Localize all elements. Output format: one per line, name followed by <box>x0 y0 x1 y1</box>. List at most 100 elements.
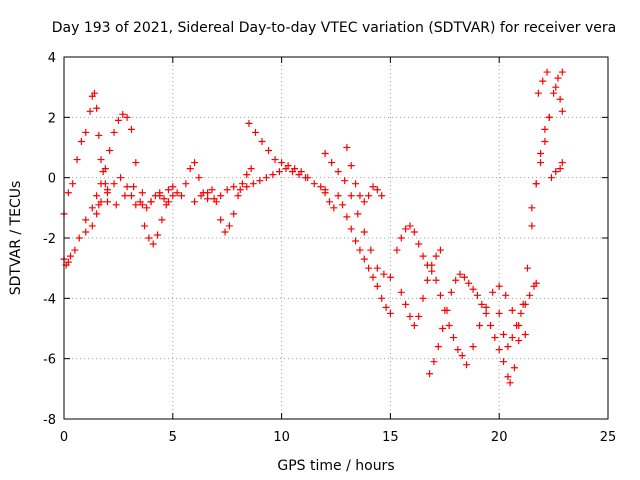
data-point <box>86 107 94 115</box>
data-point <box>147 198 155 206</box>
data-point <box>554 74 562 82</box>
data-point <box>380 270 388 278</box>
data-point <box>360 228 368 236</box>
data-point <box>230 210 238 218</box>
data-point <box>550 89 558 97</box>
data-point <box>419 252 427 260</box>
data-point <box>508 334 516 342</box>
data-point <box>127 125 135 133</box>
data-point <box>247 165 255 173</box>
y-tick-label: -4 <box>43 292 56 307</box>
data-point <box>234 192 242 200</box>
data-point <box>265 147 273 155</box>
data-point <box>97 156 105 164</box>
data-point <box>262 174 270 182</box>
data-point <box>304 174 312 182</box>
data-point <box>415 312 423 320</box>
data-point <box>238 180 246 188</box>
data-point <box>156 189 164 197</box>
data-point <box>434 343 442 351</box>
series-track-f <box>178 159 255 236</box>
data-point <box>334 192 342 200</box>
data-point <box>406 312 414 320</box>
axis-ticks: 0 5 10 15 20 25 -8 -6 -4 -2 0 2 4 <box>43 51 616 445</box>
data-point <box>101 165 109 173</box>
data-point <box>297 168 305 176</box>
data-point <box>325 198 333 206</box>
data-point <box>151 192 159 200</box>
data-point <box>406 222 414 230</box>
series-track-i <box>321 189 394 317</box>
data-point <box>397 288 405 296</box>
data-point <box>106 147 114 155</box>
data-point <box>104 198 112 206</box>
data-point <box>158 216 166 224</box>
x-tick-label: 20 <box>491 430 508 445</box>
data-point <box>428 261 436 269</box>
series-track-j <box>321 150 394 281</box>
data-point <box>473 291 481 299</box>
data-point <box>534 89 542 97</box>
data-point <box>558 107 566 115</box>
data-point <box>432 252 440 260</box>
data-point <box>317 183 325 191</box>
data-markers <box>60 68 566 387</box>
data-point <box>558 68 566 76</box>
data-point <box>537 150 545 158</box>
data-point <box>541 125 549 133</box>
data-point <box>334 168 342 176</box>
data-point <box>258 137 266 145</box>
data-point <box>117 174 125 182</box>
data-point <box>378 192 386 200</box>
data-point <box>454 346 462 354</box>
data-point <box>360 255 368 263</box>
data-point <box>506 379 514 387</box>
series-track-p <box>495 279 540 351</box>
data-point <box>519 300 527 308</box>
data-point <box>223 186 231 194</box>
data-point <box>367 246 375 254</box>
x-tick-label: 10 <box>273 430 290 445</box>
y-tick-label: -2 <box>43 232 56 247</box>
data-point <box>356 192 364 200</box>
data-point <box>132 159 140 167</box>
series-track-k <box>343 144 386 206</box>
data-point <box>552 83 560 91</box>
data-point <box>495 309 503 317</box>
data-point <box>121 192 129 200</box>
data-point <box>82 216 90 224</box>
data-point <box>352 180 360 188</box>
data-point <box>138 189 146 197</box>
data-point <box>343 144 351 151</box>
x-tick-label: 25 <box>600 430 617 445</box>
data-point <box>397 234 405 242</box>
data-point <box>486 321 494 329</box>
data-point <box>127 192 135 200</box>
data-point <box>478 300 486 308</box>
data-point <box>191 198 199 206</box>
y-tick-label: 4 <box>48 51 56 66</box>
data-point <box>269 171 277 179</box>
data-point <box>491 334 499 342</box>
data-point <box>556 165 564 173</box>
data-point <box>504 373 512 381</box>
series-track-e <box>138 189 181 212</box>
data-point <box>243 171 251 179</box>
data-point <box>204 195 212 203</box>
series-track-n <box>426 270 512 381</box>
data-point <box>143 204 151 212</box>
data-point <box>373 264 381 272</box>
data-point <box>439 325 447 332</box>
data-point <box>552 168 560 176</box>
data-point <box>339 201 347 209</box>
data-point <box>110 180 118 188</box>
data-point <box>469 343 477 351</box>
data-point <box>365 264 373 272</box>
y-axis-label: SDTVAR / TECUs <box>8 181 24 296</box>
data-point <box>482 303 490 311</box>
data-point <box>251 128 259 136</box>
data-point <box>402 225 410 233</box>
data-point <box>173 189 181 197</box>
data-point <box>386 309 394 317</box>
